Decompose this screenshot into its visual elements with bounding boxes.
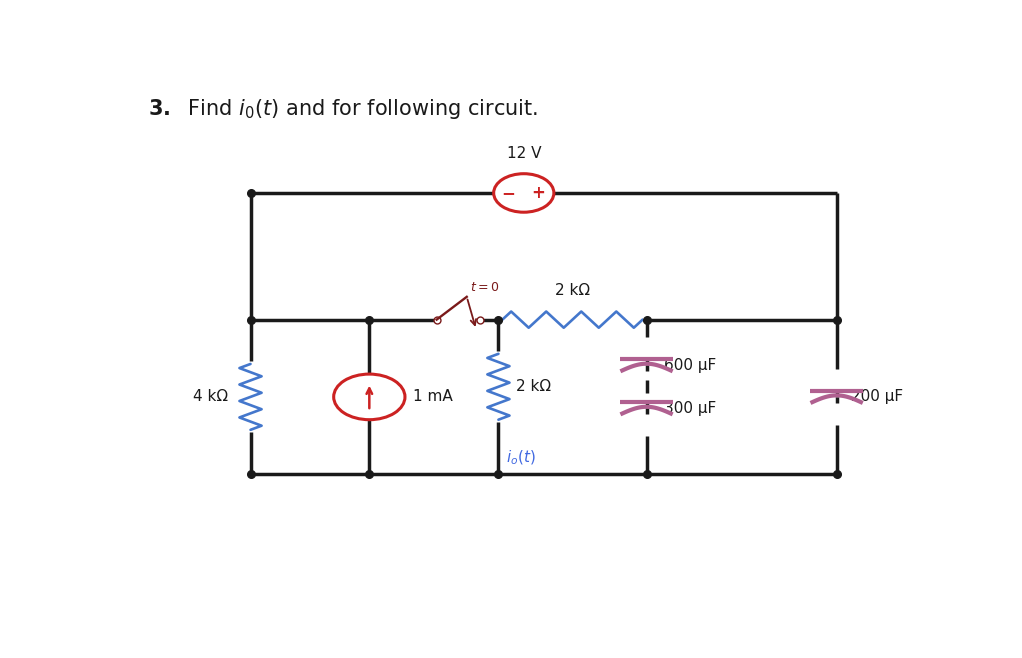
Text: $t = 0$: $t = 0$	[470, 281, 500, 293]
Text: $i_o(t)$: $i_o(t)$	[506, 448, 537, 467]
Circle shape	[333, 374, 405, 420]
Text: 12 V: 12 V	[507, 146, 541, 161]
Text: 600 μF: 600 μF	[664, 358, 716, 372]
Text: 4 kΩ: 4 kΩ	[193, 390, 228, 405]
Text: 2 kΩ: 2 kΩ	[516, 379, 551, 394]
Circle shape	[494, 174, 554, 213]
Text: 2 kΩ: 2 kΩ	[555, 284, 590, 298]
Text: 1 mA: 1 mA	[413, 390, 453, 405]
Text: −: −	[501, 184, 515, 202]
Text: $\mathbf{3.}$  Find $i_0(t)$ and for following circuit.: $\mathbf{3.}$ Find $i_0(t)$ and for foll…	[147, 97, 538, 120]
Text: 200 μF: 200 μF	[851, 390, 903, 405]
Text: +: +	[531, 184, 545, 202]
Text: 300 μF: 300 μF	[664, 401, 716, 416]
